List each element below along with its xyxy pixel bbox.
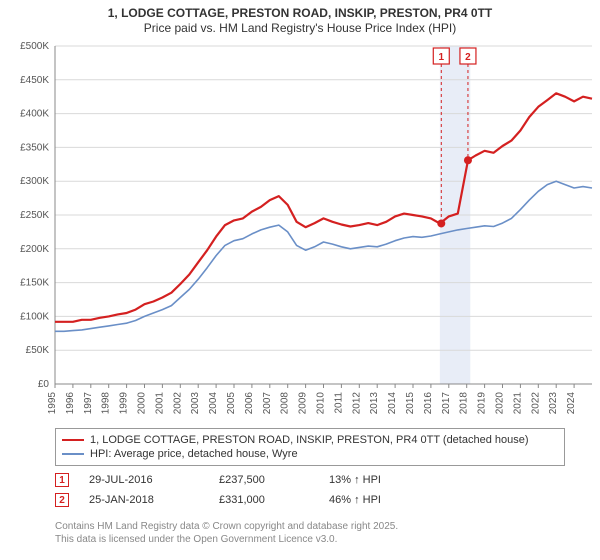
sale-badge-2: 2 xyxy=(55,493,69,507)
svg-text:£100K: £100K xyxy=(20,311,49,322)
svg-text:1999: 1999 xyxy=(119,392,130,415)
title-line-1: 1, LODGE COTTAGE, PRESTON ROAD, INSKIP, … xyxy=(8,6,592,20)
svg-text:2004: 2004 xyxy=(208,392,219,415)
legend-swatch-subject xyxy=(62,439,84,441)
sale-row-1: 1 29-JUL-2016 £237,500 13% ↑ HPI xyxy=(55,470,565,490)
svg-text:2015: 2015 xyxy=(405,392,416,415)
svg-text:2005: 2005 xyxy=(226,392,237,415)
svg-text:2024: 2024 xyxy=(566,392,577,415)
svg-text:2012: 2012 xyxy=(351,392,362,415)
svg-text:£50K: £50K xyxy=(26,345,50,356)
sale-row-2: 2 25-JAN-2018 £331,000 46% ↑ HPI xyxy=(55,490,565,510)
svg-text:2013: 2013 xyxy=(369,392,380,415)
chart-title-block: 1, LODGE COTTAGE, PRESTON ROAD, INSKIP, … xyxy=(0,0,600,37)
svg-text:2023: 2023 xyxy=(548,392,559,415)
svg-text:2001: 2001 xyxy=(154,392,165,415)
svg-text:£150K: £150K xyxy=(20,278,49,289)
legend-swatch-hpi xyxy=(62,453,84,455)
sale-price-2: £331,000 xyxy=(219,494,309,506)
svg-text:2003: 2003 xyxy=(190,392,201,415)
svg-text:2: 2 xyxy=(465,52,471,63)
svg-text:2021: 2021 xyxy=(512,392,523,415)
chart-container: £0 £50K £100K £150K £200K £250K £300K £350K £400… xyxy=(0,40,600,420)
svg-text:2020: 2020 xyxy=(495,392,506,415)
footer-line-1: Contains HM Land Registry data © Crown c… xyxy=(55,520,575,533)
legend-label-hpi: HPI: Average price, detached house, Wyre xyxy=(90,448,298,460)
svg-text:1: 1 xyxy=(439,52,445,63)
svg-text:£200K: £200K xyxy=(20,244,49,255)
svg-text:£500K: £500K xyxy=(20,41,49,52)
sale-badge-1: 1 xyxy=(55,473,69,487)
svg-text:2016: 2016 xyxy=(423,392,434,415)
svg-text:2022: 2022 xyxy=(530,392,541,415)
svg-text:£250K: £250K xyxy=(20,210,49,221)
svg-text:2014: 2014 xyxy=(387,392,398,415)
title-line-2: Price paid vs. HM Land Registry's House … xyxy=(8,21,592,35)
svg-text:1995: 1995 xyxy=(47,392,58,415)
svg-text:2018: 2018 xyxy=(459,392,470,415)
sales-table: 1 29-JUL-2016 £237,500 13% ↑ HPI 2 25-JA… xyxy=(55,470,565,510)
footer-attribution: Contains HM Land Registry data © Crown c… xyxy=(55,520,575,546)
svg-text:1997: 1997 xyxy=(83,392,94,415)
sale-date-2: 25-JAN-2018 xyxy=(89,494,199,506)
svg-text:2009: 2009 xyxy=(298,392,309,415)
sale-delta-2: 46% ↑ HPI xyxy=(329,494,381,506)
price-chart: £0 £50K £100K £150K £200K £250K £300K £350K £400… xyxy=(0,40,600,420)
svg-text:1998: 1998 xyxy=(101,392,112,415)
svg-text:£400K: £400K xyxy=(20,109,49,120)
svg-text:2010: 2010 xyxy=(316,392,327,415)
svg-text:2000: 2000 xyxy=(137,392,148,415)
sale-price-1: £237,500 xyxy=(219,474,309,486)
svg-text:£350K: £350K xyxy=(20,142,49,153)
svg-text:2008: 2008 xyxy=(280,392,291,415)
sale-date-1: 29-JUL-2016 xyxy=(89,474,199,486)
legend-row-hpi: HPI: Average price, detached house, Wyre xyxy=(62,447,558,461)
svg-text:2007: 2007 xyxy=(262,392,273,415)
svg-text:£300K: £300K xyxy=(20,176,49,187)
svg-text:2006: 2006 xyxy=(244,392,255,415)
svg-text:2017: 2017 xyxy=(441,392,452,415)
svg-text:2011: 2011 xyxy=(333,392,344,414)
svg-text:£0: £0 xyxy=(38,379,50,390)
svg-text:2019: 2019 xyxy=(477,392,488,415)
svg-text:2002: 2002 xyxy=(172,392,183,415)
legend: 1, LODGE COTTAGE, PRESTON ROAD, INSKIP, … xyxy=(55,428,565,466)
legend-label-subject: 1, LODGE COTTAGE, PRESTON ROAD, INSKIP, … xyxy=(90,434,529,446)
svg-text:1996: 1996 xyxy=(65,392,76,415)
footer-line-2: This data is licensed under the Open Gov… xyxy=(55,533,575,546)
sale-delta-1: 13% ↑ HPI xyxy=(329,474,381,486)
legend-row-subject: 1, LODGE COTTAGE, PRESTON ROAD, INSKIP, … xyxy=(62,433,558,447)
svg-text:£450K: £450K xyxy=(20,75,49,86)
